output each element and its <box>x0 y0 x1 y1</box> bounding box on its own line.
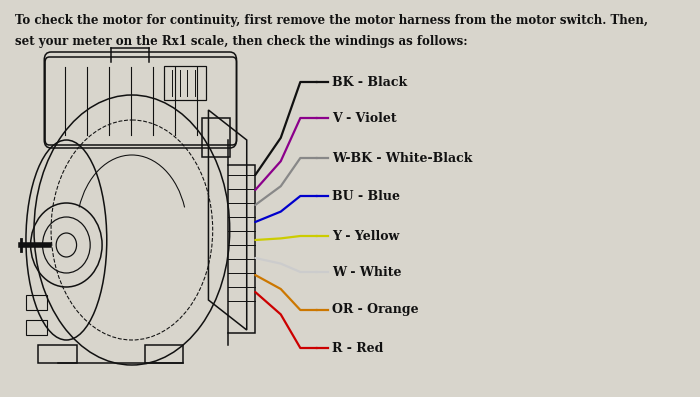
Text: W - White: W - White <box>332 266 401 279</box>
Text: set your meter on the Rx1 scale, then check the windings as follows:: set your meter on the Rx1 scale, then ch… <box>15 35 468 48</box>
Text: W-BK - White-Black: W-BK - White-Black <box>332 152 473 164</box>
Text: To check the motor for continuity, first remove the motor harness from the motor: To check the motor for continuity, first… <box>15 14 648 27</box>
Bar <box>145 345 183 363</box>
Bar <box>228 165 256 333</box>
Text: Y - Yellow: Y - Yellow <box>332 229 399 243</box>
Text: R - Red: R - Red <box>332 341 383 355</box>
Text: BU - Blue: BU - Blue <box>332 189 400 202</box>
Text: OR - Orange: OR - Orange <box>332 303 419 316</box>
Bar <box>25 320 47 335</box>
Text: BK - Black: BK - Black <box>332 75 407 89</box>
Bar <box>38 345 76 363</box>
Text: V - Violet: V - Violet <box>332 112 396 125</box>
Bar <box>25 295 47 310</box>
